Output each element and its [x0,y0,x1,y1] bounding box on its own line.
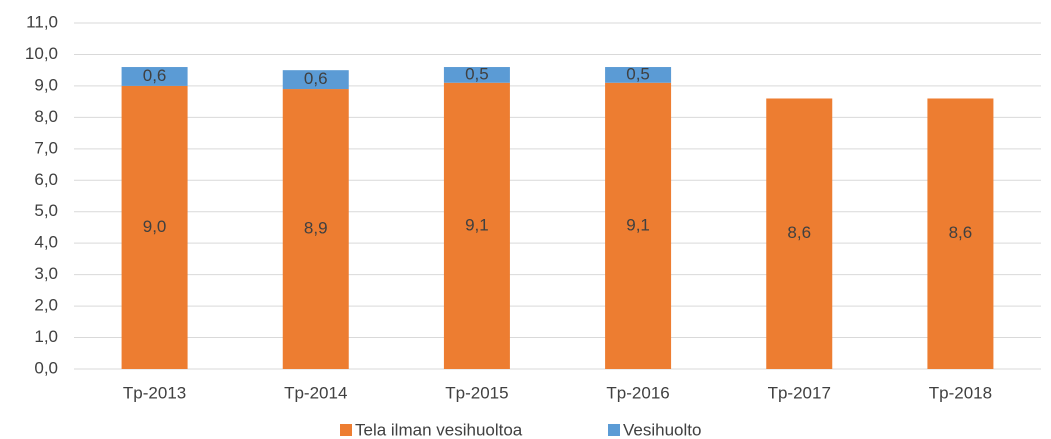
y-tick-label: 9,0 [34,75,58,94]
bar-segment [443,82,510,369]
y-tick-label: 3,0 [34,264,58,283]
data-label: 9,0 [143,217,167,236]
data-label: 0,5 [465,64,489,83]
bar-segment [927,98,994,369]
y-tick-label: 8,0 [34,107,58,126]
data-label: 0,6 [304,69,328,88]
bar-segment [121,67,188,86]
bar-segment [766,98,833,369]
legend-swatch [608,424,620,436]
x-tick-label: Tp-2013 [123,383,186,402]
x-tick-label: Tp-2017 [768,383,831,402]
y-tick-label: 5,0 [34,201,58,220]
y-tick-label: 7,0 [34,138,58,157]
data-label: 9,1 [465,215,489,234]
data-label: 0,5 [626,64,650,83]
bar-segment [605,82,672,369]
bar-segment [443,67,510,83]
data-label: 8,6 [949,223,973,242]
y-tick-label: 6,0 [34,170,58,189]
legend-label: Tela ilman vesihuoltoa [355,420,523,439]
y-tick-label: 2,0 [34,296,58,315]
y-tick-label: 11,0 [26,12,58,31]
data-label: 9,1 [626,215,650,234]
x-tick-label: Tp-2016 [606,383,669,402]
bar-segment [282,70,349,90]
data-label: 8,6 [787,223,811,242]
data-label: 8,9 [304,219,328,238]
bar-segment [121,85,188,369]
legend-label: Vesihuolto [623,420,701,439]
y-tick-label: 4,0 [34,233,58,252]
x-tick-label: Tp-2018 [929,383,992,402]
bar-segment [282,89,349,370]
data-label: 0,6 [143,66,167,85]
x-tick-label: Tp-2014 [284,383,347,402]
x-tick-label: Tp-2015 [445,383,508,402]
y-tick-label: 10,0 [25,44,58,63]
y-tick-label: 1,0 [34,327,58,346]
y-tick-label: 0,0 [34,358,58,377]
bar-segment [605,67,672,83]
legend-swatch [340,424,352,436]
